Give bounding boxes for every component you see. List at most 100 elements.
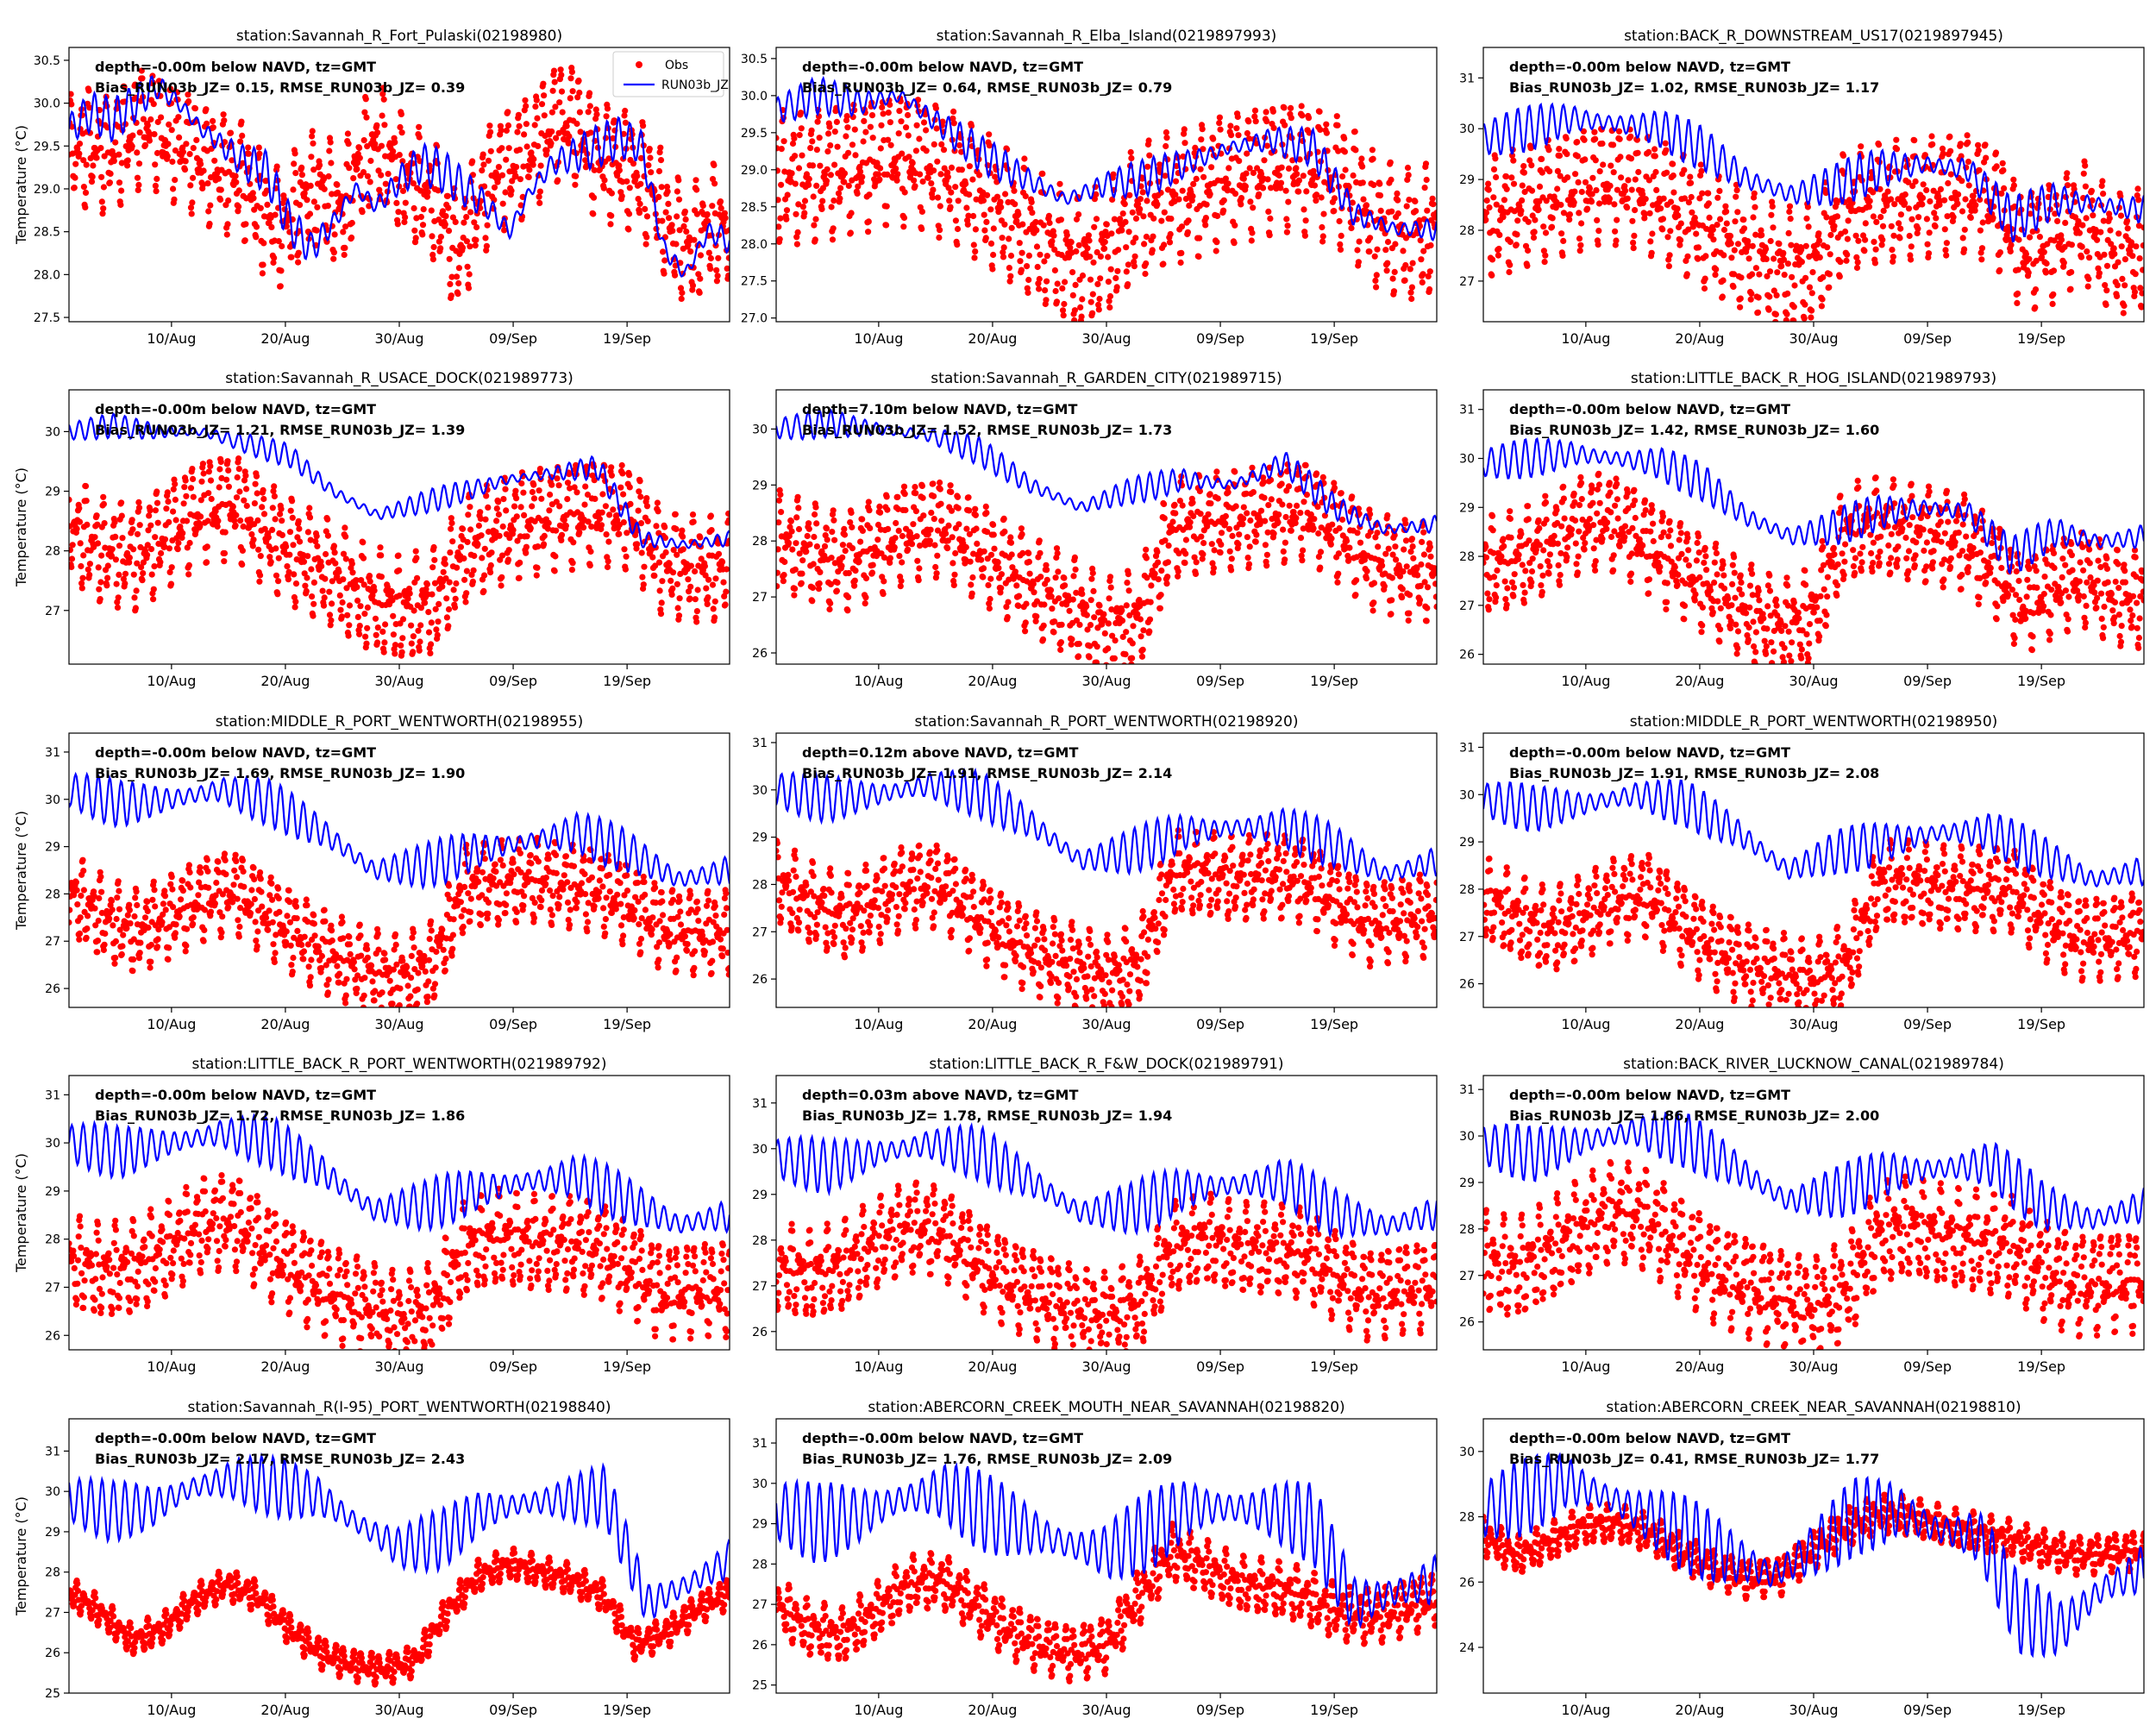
obs-point <box>567 95 573 102</box>
obs-point <box>1426 268 1433 275</box>
obs-point <box>1405 172 1412 179</box>
obs-point <box>69 101 75 108</box>
obs-point <box>1006 265 1012 272</box>
obs-point <box>457 543 465 550</box>
obs-point <box>268 223 275 230</box>
obs-point <box>1582 156 1589 163</box>
obs-point <box>1022 619 1029 626</box>
annotation-stats: Bias_RUN03b_JZ= 1.21, RMSE_RUN03b_JZ= 1.… <box>95 422 465 438</box>
obs-point <box>655 508 661 515</box>
obs-point <box>2138 304 2144 310</box>
obs-point <box>1427 242 1434 249</box>
obs-point <box>1185 217 1192 224</box>
obs-point <box>144 542 151 549</box>
obs-point <box>322 575 329 582</box>
obs-point <box>893 165 899 172</box>
obs-point <box>934 158 941 165</box>
obs-point <box>881 578 887 585</box>
obs-point <box>1925 250 1933 257</box>
obs-point <box>927 526 934 533</box>
obs-point <box>467 209 474 216</box>
obs-point <box>1249 229 1256 236</box>
obs-point <box>411 607 417 614</box>
obs-point <box>206 220 213 228</box>
obs-point <box>827 172 835 179</box>
obs-point <box>1975 141 1982 148</box>
obs-point <box>479 555 486 561</box>
obs-point <box>2100 217 2107 224</box>
obs-point <box>410 180 417 187</box>
obs-point <box>783 207 791 214</box>
obs-point <box>523 143 530 150</box>
obs-point <box>354 613 361 621</box>
obs-point <box>573 489 580 496</box>
obs-point <box>253 473 260 480</box>
obs-point <box>1044 567 1050 574</box>
obs-point <box>1250 204 1257 211</box>
obs-point <box>885 525 892 533</box>
obs-point <box>2036 234 2043 241</box>
obs-point <box>980 574 987 580</box>
obs-point <box>1029 210 1036 216</box>
obs-point <box>1007 539 1015 546</box>
obs-point <box>823 525 830 532</box>
obs-point <box>1112 274 1119 282</box>
obs-point <box>556 503 563 510</box>
obs-point <box>1750 214 1757 221</box>
obs-point <box>389 597 396 604</box>
obs-point <box>259 270 266 277</box>
obs-point <box>1820 273 1827 281</box>
obs-point <box>453 580 460 587</box>
obs-point <box>132 605 139 612</box>
obs-point <box>1745 255 1752 262</box>
obs-point <box>2095 265 2102 272</box>
obs-point <box>1950 214 1957 221</box>
obs-point <box>2062 219 2069 226</box>
x-tick-label: 09/Sep <box>1196 330 1244 347</box>
obs-point <box>232 522 239 529</box>
obs-point <box>1141 241 1148 248</box>
obs-point <box>627 500 634 508</box>
obs-point <box>527 524 534 532</box>
obs-point <box>1146 152 1153 159</box>
obs-point <box>242 221 249 228</box>
obs-point <box>1880 207 1887 214</box>
obs-point <box>498 127 505 134</box>
obs-point <box>207 477 215 484</box>
obs-point <box>1783 310 1790 317</box>
obs-point <box>204 518 211 524</box>
obs-point <box>1521 188 1528 196</box>
obs-point <box>690 518 697 525</box>
obs-point <box>112 139 119 146</box>
obs-series <box>69 455 730 659</box>
obs-point <box>1965 182 1972 189</box>
obs-point <box>541 112 548 119</box>
obs-point <box>778 146 785 153</box>
obs-point <box>1518 207 1525 214</box>
obs-point <box>622 566 630 573</box>
obs-point <box>257 553 264 560</box>
obs-point <box>635 196 642 203</box>
obs-point <box>791 135 798 142</box>
obs-point <box>1400 248 1407 254</box>
obs-point <box>781 558 788 566</box>
obs-point <box>356 144 363 152</box>
obs-point <box>240 523 247 530</box>
obs-point <box>377 544 384 551</box>
obs-point <box>1542 229 1550 236</box>
obs-point <box>1401 277 1408 284</box>
obs-point <box>1337 241 1344 248</box>
obs-point <box>1720 252 1727 259</box>
obs-point <box>290 186 297 193</box>
obs-point <box>2076 229 2083 236</box>
obs-point <box>963 525 970 532</box>
obs-point <box>1101 245 1108 252</box>
obs-point <box>1633 136 1640 143</box>
obs-point <box>462 599 469 605</box>
obs-point <box>1670 172 1677 179</box>
obs-point <box>707 266 714 273</box>
obs-point <box>697 275 704 282</box>
obs-point <box>967 558 974 565</box>
obs-point <box>1293 165 1300 172</box>
obs-point <box>661 535 669 542</box>
